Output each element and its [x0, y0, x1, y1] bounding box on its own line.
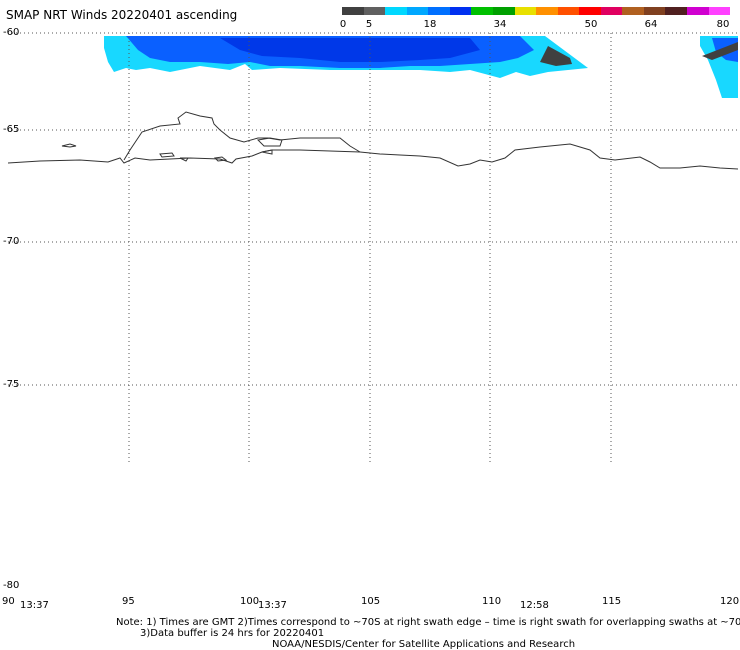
lat-label: -65	[3, 124, 20, 135]
lon-label: 110	[482, 596, 502, 607]
colorbar-segment	[449, 7, 472, 15]
lon-label: 105	[361, 596, 381, 607]
lat-label: -60	[3, 27, 20, 38]
colorbar-segment	[471, 7, 493, 15]
colorbar-segment	[492, 7, 515, 15]
colorbar-label: 18	[423, 19, 437, 30]
swath-time: 12:58	[520, 600, 549, 611]
lat-label: -70	[3, 236, 20, 247]
colorbar-label: 80	[716, 19, 730, 30]
low-wind-patch-right	[702, 42, 738, 60]
colorbar-segment	[643, 7, 666, 15]
colorbar-labels: 0 5 18 34 50 64 80	[0, 19, 740, 33]
colorbar-segment	[363, 7, 386, 15]
lon-label: 115	[602, 596, 622, 607]
colorbar-segment	[536, 7, 558, 15]
island	[159, 152, 175, 158]
colorbar-segment	[687, 7, 709, 15]
colorbar-segment	[579, 7, 601, 15]
wind-swath-darkblue	[220, 38, 480, 62]
note-line-1: Note: 1) Times are GMT 2)Times correspon…	[116, 617, 740, 628]
island	[261, 149, 273, 155]
map-title: SMAP NRT Winds 20220401 ascending	[6, 8, 238, 22]
graticule	[8, 32, 740, 465]
low-wind-patch	[540, 46, 572, 66]
island	[61, 143, 77, 148]
colorbar-label: 64	[644, 19, 658, 30]
swath-time: 13:37	[258, 600, 287, 611]
island	[213, 156, 228, 162]
colorbar-segment	[514, 7, 537, 15]
colorbar-label: 5	[365, 19, 373, 30]
colorbar-label: 34	[493, 19, 507, 30]
colorbar-segment	[622, 7, 644, 15]
colorbar-segment	[708, 7, 731, 15]
swath-time: 13:37	[20, 600, 49, 611]
lon-label: 120	[720, 596, 740, 607]
antarctic-coastline	[7, 143, 739, 170]
colorbar-label: 50	[584, 19, 598, 30]
lat-label: -75	[3, 379, 20, 390]
colorbar-segment	[600, 7, 623, 15]
ice-shelf-outline	[123, 111, 361, 161]
note-line-2: 3)Data buffer is 24 hrs for 20220401	[140, 628, 325, 639]
colorbar-segment	[406, 7, 429, 15]
island	[179, 157, 189, 162]
note-line-3: NOAA/NESDIS/Center for Satellite Applica…	[272, 639, 576, 650]
colorbar-segment	[557, 7, 580, 15]
colorbar-label: 0	[339, 19, 347, 30]
island	[256, 137, 283, 147]
colorbar-segment	[428, 7, 450, 15]
colorbar-segment	[342, 7, 364, 15]
lon-label: 95	[122, 596, 135, 607]
lat-label: -80	[3, 580, 20, 591]
lon-label: 100	[240, 596, 260, 607]
colorbar-segment	[385, 7, 407, 15]
wind-speed-colorbar	[342, 7, 731, 15]
lon-label: 90	[2, 596, 15, 607]
colorbar-segment	[665, 7, 687, 15]
